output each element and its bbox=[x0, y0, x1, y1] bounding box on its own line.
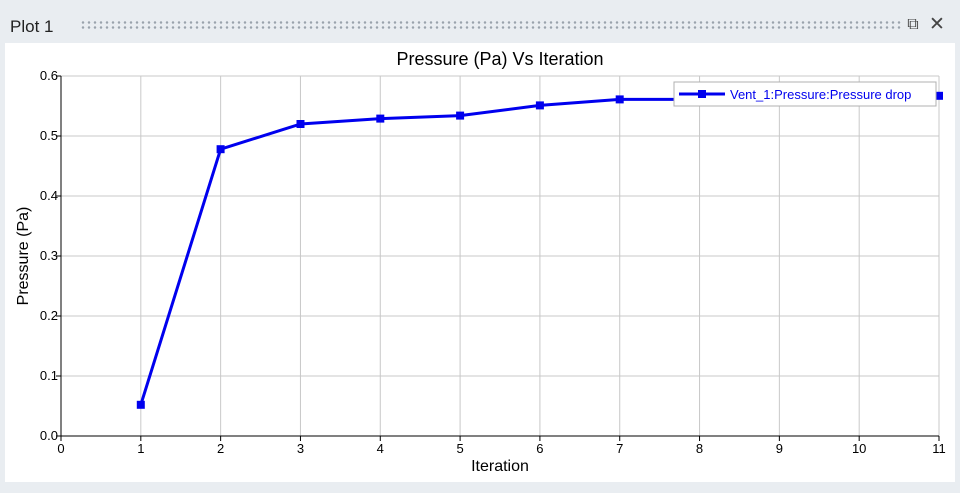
y-tick-label: 0.0 bbox=[40, 428, 58, 443]
plot-titlebar: Plot 1 ⧉ ✕ bbox=[0, 0, 960, 40]
grid bbox=[60, 75, 940, 437]
data-point bbox=[376, 114, 385, 123]
tick-labels: 0 1 2 3 4 5 6 7 8 9 10 11 0.0 0.1 0.2 0.3 0.4 0.5 0.6 bbox=[40, 68, 946, 456]
x-tick-label: 6 bbox=[536, 441, 543, 456]
axes bbox=[56, 75, 940, 441]
x-tick-label: 11 bbox=[932, 441, 946, 456]
x-tick-label: 4 bbox=[377, 441, 384, 456]
chart: Pressure (Pa) Vs Iteration 0 1 2 3 4 5 6 7 8 9 10 1… bbox=[15, 49, 946, 475]
x-tick-label: 10 bbox=[852, 441, 866, 456]
data-point bbox=[535, 101, 544, 110]
data-point bbox=[136, 400, 145, 409]
legend-label: Vent_1:Pressure:Pressure drop bbox=[730, 87, 911, 102]
x-tick-label: 5 bbox=[456, 441, 463, 456]
y-tick-label: 0.5 bbox=[40, 128, 58, 143]
plot-tab-title[interactable]: Plot 1 bbox=[10, 17, 54, 36]
y-axis-label: Pressure (Pa) bbox=[15, 207, 32, 306]
data-point bbox=[296, 120, 305, 128]
restore-window-icon[interactable]: ⧉ bbox=[907, 16, 919, 33]
y-tick-label: 0.3 bbox=[40, 248, 58, 263]
x-tick-label: 8 bbox=[696, 441, 703, 456]
x-tick-label: 3 bbox=[297, 441, 304, 456]
data-point bbox=[216, 145, 225, 154]
drag-handle[interactable] bbox=[80, 20, 902, 30]
y-tick-label: 0.1 bbox=[40, 368, 58, 383]
legend: Vent_1:Pressure:Pressure drop bbox=[673, 81, 937, 107]
y-tick-label: 0.6 bbox=[40, 68, 58, 83]
data-point bbox=[935, 91, 943, 100]
chart-title: Pressure (Pa) Vs Iteration bbox=[396, 49, 603, 69]
x-tick-label: 2 bbox=[217, 441, 224, 456]
plot-area: Pressure (Pa) Vs Iteration 0 1 2 3 4 5 6 7 8 9 10 1… bbox=[5, 43, 955, 482]
x-tick-label: 0 bbox=[57, 441, 64, 456]
x-axis-label: Iteration bbox=[471, 458, 529, 475]
close-icon[interactable]: ✕ bbox=[929, 14, 945, 35]
x-tick-label: 9 bbox=[776, 441, 783, 456]
y-tick-label: 0.2 bbox=[40, 308, 58, 323]
y-tick-label: 0.4 bbox=[40, 188, 58, 203]
x-tick-label: 1 bbox=[137, 441, 144, 456]
data-point bbox=[615, 95, 624, 104]
x-tick-label: 7 bbox=[616, 441, 623, 456]
legend-marker bbox=[698, 90, 706, 98]
data-point bbox=[456, 111, 465, 120]
